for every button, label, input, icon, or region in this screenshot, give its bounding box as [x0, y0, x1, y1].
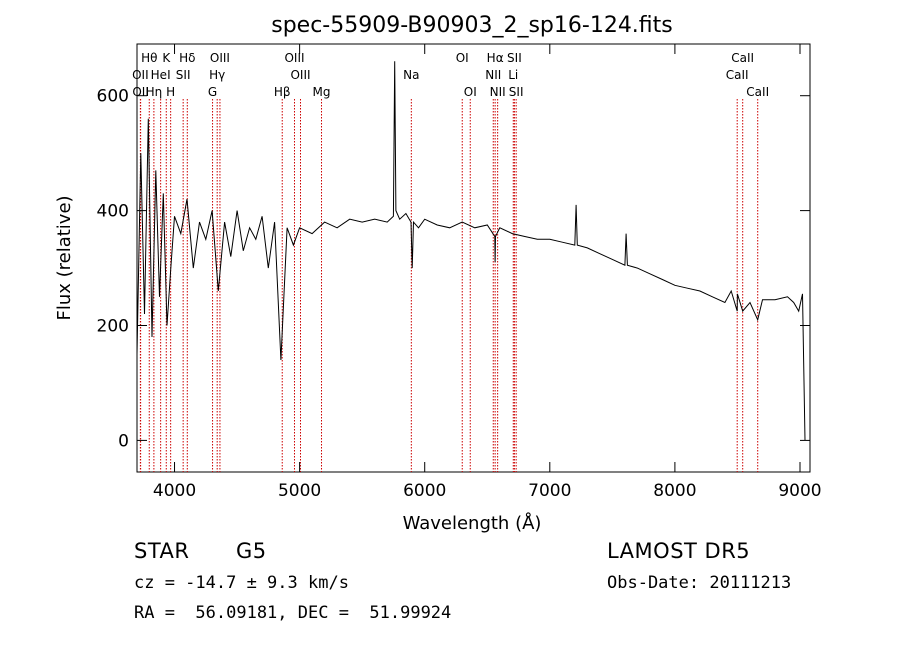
survey-name: LAMOST DR5: [607, 539, 751, 563]
line-marker-label-8: SII: [176, 68, 191, 82]
line-marker-label-21: NII: [490, 85, 506, 99]
line-marker-label-6: H: [166, 85, 175, 99]
line-marker-label-7: Hδ: [179, 51, 195, 65]
x-tick-label-2: 6000: [403, 481, 446, 501]
line-marker-label-16: Na: [403, 68, 419, 82]
line-marker-label-20: NII: [485, 68, 501, 82]
line-marker-label-9: OIII: [210, 51, 230, 65]
y-tick-label-0: 0: [118, 431, 129, 451]
spectrum-line: [136, 61, 806, 441]
x-tick-label-5: 9000: [778, 481, 821, 501]
line-marker-label-11: G: [208, 85, 217, 99]
y-tick-label-1: 200: [97, 317, 129, 337]
chart-title: spec-55909-B90903_2_sp16-124.fits: [271, 13, 673, 38]
subclass: G5: [236, 539, 267, 563]
line-marker-label-18: OI: [464, 85, 477, 99]
redshift-velocity: cz = -14.7 ± 9.3 km/s: [134, 573, 349, 593]
line-marker-label-5: K: [162, 51, 171, 65]
line-marker-label-13: OIII: [290, 68, 310, 82]
line-marker-label-4: HeI: [151, 68, 171, 82]
y-tick-label-3: 600: [97, 87, 129, 107]
x-tick-label-0: 4000: [153, 481, 196, 501]
x-tick-label-1: 5000: [278, 481, 321, 501]
line-marker-label-10: Hγ: [209, 68, 225, 82]
plot-frame: [136, 43, 811, 473]
line-marker-label-14: Hβ: [274, 85, 291, 99]
line-marker-label-23: Li: [508, 68, 518, 82]
y-axis-label: Flux (relative): [54, 195, 75, 320]
coordinates: RA = 56.09181, DEC = 51.99924: [134, 603, 452, 623]
line-marker-label-0: Hθ: [141, 51, 157, 65]
line-marker-label-26: CaII: [726, 68, 749, 82]
obs-date: Obs-Date: 20111213: [607, 573, 792, 593]
line-marker-label-25: CaII: [731, 51, 754, 65]
line-marker-label-24: SII: [509, 85, 524, 99]
axis-ticks: 4000 5000 6000 7000 8000 9000 0 200 400 600: [97, 44, 822, 501]
x-tick-label-3: 7000: [528, 481, 571, 501]
x-axis-label: Wavelength (Å): [403, 512, 542, 534]
object-class: STAR: [134, 539, 190, 563]
line-marker-label-12: OIII: [284, 51, 304, 65]
line-marker-label-19: Hα: [487, 51, 504, 65]
line-marker-label-17: OI: [456, 51, 469, 65]
line-marker-label-1: OII: [132, 68, 149, 82]
x-tick-label-4: 8000: [653, 481, 696, 501]
y-tick-label-2: 400: [97, 202, 129, 222]
line-marker-label-3: Hη: [146, 85, 163, 99]
line-marker-label-27: CaII: [746, 85, 769, 99]
line-marker-label-22: SII: [507, 51, 522, 65]
line-marker-label-15: Mg: [313, 85, 331, 99]
